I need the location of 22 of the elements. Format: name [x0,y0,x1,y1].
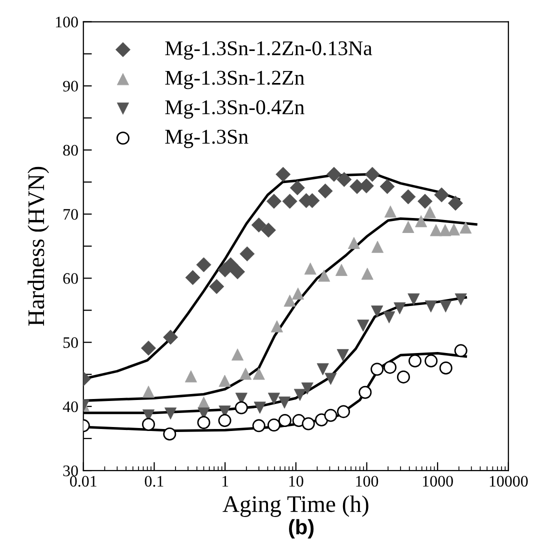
y-tick-label: 50 [63,337,78,348]
y-tick-label: 40 [62,401,78,412]
legend-label: Mg-1.3Sn-1.2Zn [165,70,304,90]
x-tick-label: 1 [222,476,228,487]
legend-label: Mg-1.3Sn-1.2Zn-0.13Na [165,41,372,60]
x-tick-label: 10000 [490,476,528,487]
x-tick-label: 1000 [423,476,453,487]
y-tick-label: 30 [63,465,78,476]
legend-label: Mg-1.3Sn-0.4Zn [165,100,304,119]
y-tick-label: 70 [64,209,78,220]
x-axis-title: Aging Time (h) [222,495,368,517]
text: (b) [289,519,314,539]
x-tick-label: 10 [289,476,304,487]
y-tick-label: 100 [56,16,78,28]
y-tick-label: 90 [63,80,78,92]
y-tick-label: 60 [63,273,78,284]
x-tick-label: 100 [356,476,378,487]
x-tick-label: 0.01 [70,476,96,487]
y-tick-label: 80 [63,144,78,156]
legend-label: Mg-1.3Sn [165,130,248,148]
x-tick-label: 0.1 [144,476,164,487]
y-axis-title: Hardness (HVN) [28,166,50,326]
